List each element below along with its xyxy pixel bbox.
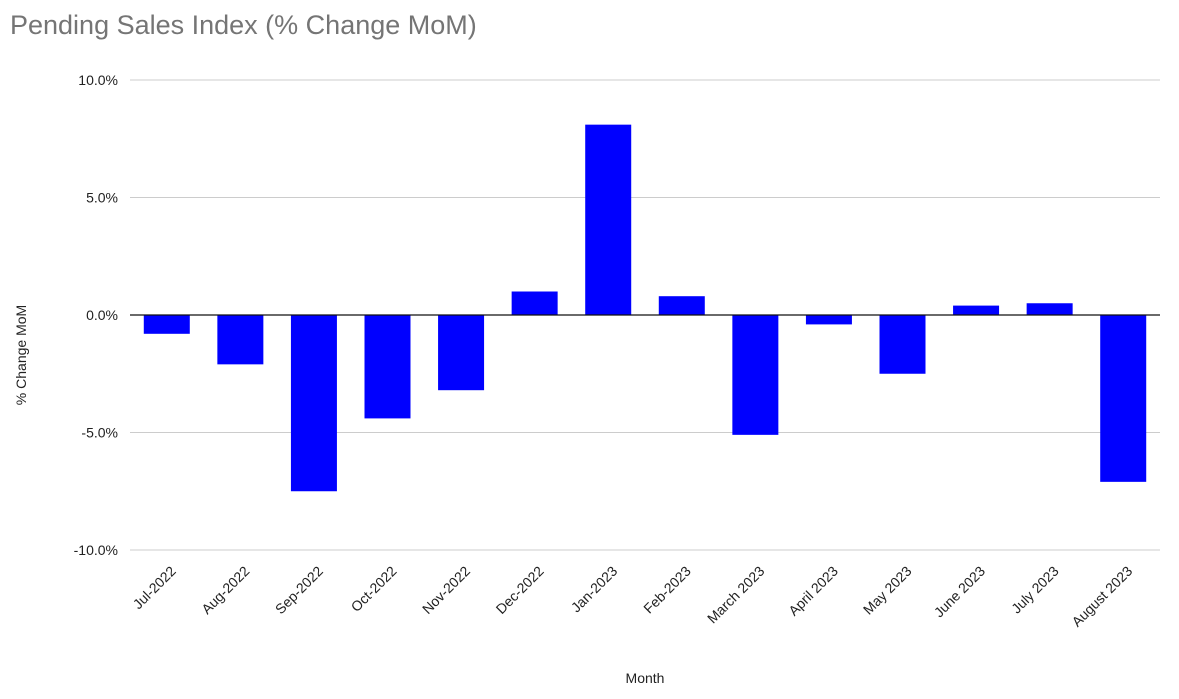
- x-axis-ticks: Jul-2022 Aug-2022 Sep-2022 Oct-2022 Nov-2022…: [130, 563, 1136, 630]
- x-tick-label: June 2023: [931, 563, 989, 621]
- x-tick-label: April 2023: [785, 563, 841, 619]
- chart-title: Pending Sales Index (% Change MoM): [10, 10, 477, 40]
- x-tick-label: Sep-2022: [272, 563, 326, 617]
- x-tick-label: August 2023: [1068, 563, 1135, 630]
- bar-june-2023: [953, 305, 1000, 315]
- y-tick-label: 0.0%: [86, 307, 118, 323]
- bar-april-2023: [805, 315, 852, 325]
- x-tick-label: July 2023: [1008, 563, 1062, 617]
- x-tick-label: Feb-2023: [640, 563, 694, 617]
- bar-jan-2023: [585, 124, 632, 316]
- bar-oct-2022: [364, 315, 411, 419]
- x-tick-label: March 2023: [704, 563, 768, 627]
- y-tick-label: -5.0%: [81, 425, 118, 441]
- x-tick-label: Dec-2022: [493, 563, 547, 617]
- bar-sep-2022: [290, 315, 337, 492]
- bar-feb-2023: [658, 296, 705, 315]
- x-tick-label: Aug-2022: [198, 563, 252, 617]
- bar-dec-2022: [511, 291, 558, 315]
- bars: [143, 124, 1147, 492]
- y-tick-label: 10.0%: [78, 72, 118, 88]
- y-tick-label: -10.0%: [74, 542, 118, 558]
- x-tick-label: Jan-2023: [568, 563, 621, 616]
- x-tick-label: May 2023: [860, 563, 915, 618]
- x-axis-title: Month: [626, 670, 665, 686]
- bar-may-2023: [879, 315, 926, 374]
- y-tick-label: 5.0%: [86, 190, 118, 206]
- y-axis-ticks: 10.0% 5.0% 0.0% -5.0% -10.0%: [74, 72, 118, 558]
- bar-august-2023: [1100, 315, 1147, 482]
- x-tick-label: Nov-2022: [419, 563, 473, 617]
- bar-nov-2022: [438, 315, 485, 391]
- bar-july-2023: [1026, 303, 1073, 315]
- x-tick-label: Jul-2022: [130, 563, 179, 612]
- bar-jul-2022: [143, 315, 190, 334]
- bar-aug-2022: [217, 315, 264, 365]
- bar-march-2023: [732, 315, 779, 435]
- x-tick-label: Oct-2022: [348, 563, 400, 615]
- y-axis-title: % Change MoM: [13, 305, 29, 405]
